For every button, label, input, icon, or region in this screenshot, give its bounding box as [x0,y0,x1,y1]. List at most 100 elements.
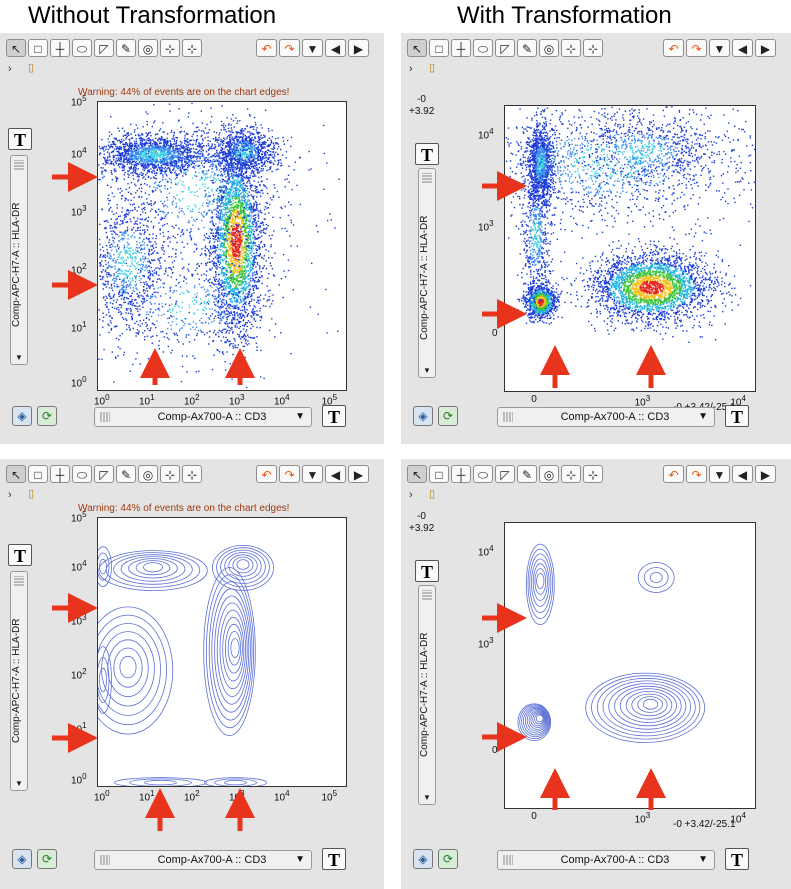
freehand-gate-tool-button[interactable]: ✎ [116,465,136,483]
spider-quad-tool-button[interactable]: ⊹ [182,465,202,483]
previous-button[interactable]: ◀ [732,465,753,483]
ellipse-gate-tool-button[interactable]: ⬭ [72,39,92,57]
y-axis-transform-button[interactable]: T [8,128,32,150]
spider-gate-tool-button[interactable]: ◎ [539,465,559,483]
next-button[interactable]: ▶ [755,465,776,483]
polygon-gate-tool-button[interactable]: ◸ [495,39,515,57]
redo-button[interactable]: ↷ [686,39,707,57]
ellipse-gate-tool-button[interactable]: ⬭ [72,465,92,483]
redo-button[interactable]: ↷ [279,39,300,57]
redo-button[interactable]: ↷ [279,465,300,483]
x-axis-transform-button[interactable]: T [725,848,749,870]
y-tick-label: 104 [71,146,87,161]
previous-button[interactable]: ◀ [325,39,346,57]
select-tool-button[interactable]: ↖ [407,39,427,57]
menu-dropdown-button[interactable]: ▼ [302,39,323,57]
expand-chevron-icon[interactable]: › [8,489,12,501]
spider-gate-tool-button[interactable]: ◎ [539,39,559,57]
y-axis-transform-button[interactable]: T [8,544,32,566]
spider-gate-tool-button[interactable]: ◎ [138,465,158,483]
y-tick-label: 0 [492,744,498,756]
3d-view-button[interactable]: ◈ [413,406,433,426]
quad-split-tool-button[interactable]: ⊹ [160,465,180,483]
refresh-button[interactable]: ⟳ [438,849,458,869]
x-parameter-dropdown[interactable]: Comp-Ax700-A :: CD3 ▼ [497,850,715,870]
quad-split-tool-button[interactable]: ⊹ [561,465,581,483]
previous-button[interactable]: ◀ [732,39,753,57]
next-button[interactable]: ▶ [755,39,776,57]
transform-y-top: -0 [417,511,426,522]
refresh-button[interactable]: ⟳ [37,849,57,869]
density-plot[interactable] [97,101,347,391]
y-parameter-dropdown[interactable]: Comp-APC-H7-A :: HLA-DR ▼ [10,155,28,365]
select-tool-button[interactable]: ↖ [6,39,26,57]
quadrant-gate-tool-button[interactable]: ┼ [50,465,70,483]
previous-button[interactable]: ◀ [325,465,346,483]
refresh-button[interactable]: ⟳ [438,406,458,426]
plot-panel: ↖□┼⬭◸✎◎⊹⊹↶↷▼◀▶›▯-0+3.92-0 +3.42/-25.1TCo… [401,33,791,444]
undo-button[interactable]: ↶ [256,465,277,483]
x-axis-transform-button[interactable]: T [322,848,346,870]
y-parameter-dropdown[interactable]: Comp-APC-H7-A :: HLA-DR ▼ [10,571,28,791]
quad-split-tool-button[interactable]: ⊹ [160,39,180,57]
x-parameter-dropdown[interactable]: Comp-Ax700-A :: CD3 ▼ [94,850,312,870]
polygon-gate-tool-button[interactable]: ◸ [94,39,114,57]
freehand-gate-tool-button[interactable]: ✎ [116,39,136,57]
menu-dropdown-button[interactable]: ▼ [709,465,730,483]
x-parameter-dropdown[interactable]: Comp-Ax700-A :: CD3 ▼ [497,407,715,427]
undo-button[interactable]: ↶ [663,39,684,57]
x-axis-transform-button[interactable]: T [322,405,346,427]
x-axis-transform-button[interactable]: T [725,405,749,427]
expand-chevron-icon[interactable]: › [409,489,413,501]
expand-chevron-icon[interactable]: › [8,63,12,75]
density-plot[interactable] [504,105,756,392]
x-parameter-dropdown[interactable]: Comp-Ax700-A :: CD3 ▼ [94,407,312,427]
x-parameter-label: Comp-Ax700-A :: CD3 [157,854,267,866]
undo-button[interactable]: ↶ [256,39,277,57]
next-button[interactable]: ▶ [348,39,369,57]
rectangle-gate-tool-button[interactable]: □ [429,39,449,57]
y-tick-label: 104 [71,558,87,573]
ellipse-gate-tool-button[interactable]: ⬭ [473,39,493,57]
spider-quad-tool-button[interactable]: ⊹ [583,465,603,483]
ellipse-gate-tool-button[interactable]: ⬭ [473,465,493,483]
density-graphic [505,106,755,343]
rectangle-gate-tool-button[interactable]: □ [28,39,48,57]
plot-panel: ↖ □ ┼ ⬭ ◸ ✎ ◎ ⊹ ⊹ ↶ ↷ ▼ ◀ ▶ › ▯ Warning: 44% of events a… [0,33,384,444]
expand-chevron-icon[interactable]: › [409,63,413,75]
rectangle-gate-tool-button[interactable]: □ [28,465,48,483]
spider-gate-tool-button[interactable]: ◎ [138,39,158,57]
spider-quad-tool-button[interactable]: ⊹ [182,39,202,57]
y-parameter-dropdown[interactable]: Comp-APC-H7-A :: HLA-DR ▼ [418,168,436,378]
polygon-gate-tool-button[interactable]: ◸ [495,465,515,483]
rectangle-gate-tool-button[interactable]: □ [429,465,449,483]
quadrant-gate-tool-button[interactable]: ┼ [451,465,471,483]
3d-view-button[interactable]: ◈ [12,849,32,869]
quadrant-gate-tool-button[interactable]: ┼ [50,39,70,57]
quad-split-tool-button[interactable]: ⊹ [561,39,581,57]
polygon-gate-tool-button[interactable]: ◸ [94,465,114,483]
y-axis-transform-button[interactable]: T [415,143,439,165]
spider-quad-tool-button[interactable]: ⊹ [583,39,603,57]
3d-view-button[interactable]: ◈ [12,406,32,426]
menu-dropdown-button[interactable]: ▼ [709,39,730,57]
3d-view-button[interactable]: ◈ [413,849,433,869]
redo-button[interactable]: ↷ [686,465,707,483]
refresh-button[interactable]: ⟳ [37,406,57,426]
undo-button[interactable]: ↶ [663,465,684,483]
y-parameter-label: Comp-APC-H7-A :: HLA-DR [419,215,430,341]
grip-icon [422,173,432,183]
freehand-gate-tool-button[interactable]: ✎ [517,465,537,483]
y-parameter-dropdown[interactable]: Comp-APC-H7-A :: HLA-DR ▼ [418,585,436,805]
menu-dropdown-button[interactable]: ▼ [302,465,323,483]
freehand-gate-tool-button[interactable]: ✎ [517,39,537,57]
transform-x-scale: -0 +3.42/-25.1 [673,819,736,830]
contour-plot[interactable] [504,522,756,809]
contour-plot[interactable] [97,517,347,787]
x-tick-label: 100 [94,393,110,408]
select-tool-button[interactable]: ↖ [6,465,26,483]
y-axis-transform-button[interactable]: T [415,560,439,582]
next-button[interactable]: ▶ [348,465,369,483]
quadrant-gate-tool-button[interactable]: ┼ [451,39,471,57]
select-tool-button[interactable]: ↖ [407,465,427,483]
